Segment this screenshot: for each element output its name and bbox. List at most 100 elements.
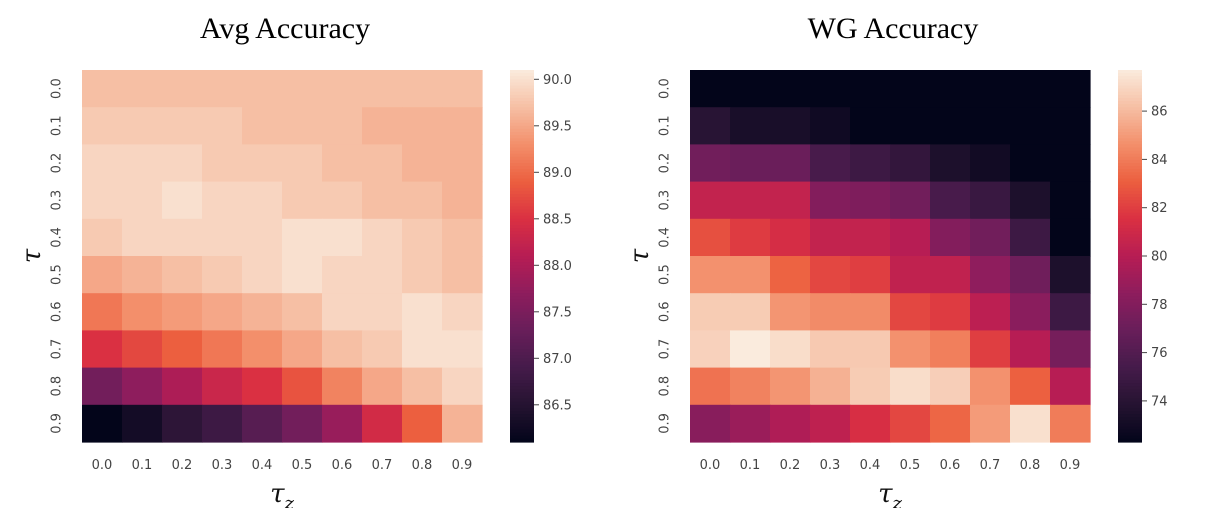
colorbar-segment bbox=[1118, 228, 1142, 232]
colorbar-segment bbox=[1118, 370, 1142, 375]
colorbar-segment bbox=[1118, 321, 1142, 325]
colorbar-segment bbox=[510, 104, 534, 108]
heatmap-cell bbox=[162, 70, 203, 108]
heatmap-cell bbox=[82, 70, 123, 108]
heatmap-cell bbox=[730, 107, 771, 145]
colorbar-segment bbox=[1118, 256, 1142, 260]
heatmap-cell bbox=[162, 144, 203, 183]
colorbar-segment bbox=[510, 82, 534, 87]
heatmap-cell bbox=[810, 70, 851, 108]
heatmap-cell bbox=[442, 293, 483, 331]
colorbar-segment bbox=[1118, 221, 1142, 226]
colorbar-segment bbox=[510, 101, 534, 105]
heatmap-cell bbox=[810, 256, 851, 294]
x-tick-label: 0.8 bbox=[412, 458, 433, 473]
heatmap-cell bbox=[770, 367, 811, 406]
colorbar-segment bbox=[1118, 349, 1142, 353]
heatmap-cell bbox=[82, 330, 123, 369]
colorbar-segment bbox=[510, 420, 534, 424]
heatmap-cell bbox=[122, 367, 163, 406]
colorbar-segment bbox=[1118, 367, 1142, 372]
colorbar-segment bbox=[510, 243, 534, 248]
colorbar-segment bbox=[1118, 206, 1142, 211]
heatmap-cell bbox=[402, 181, 443, 220]
colorbar-segment bbox=[510, 429, 534, 434]
colorbar-segment bbox=[510, 110, 534, 114]
heatmap-cell bbox=[970, 218, 1011, 257]
heatmap-cell bbox=[202, 218, 243, 257]
colorbar-segment bbox=[510, 76, 534, 80]
colorbar-segment bbox=[1118, 432, 1142, 437]
heatmap-cell bbox=[322, 144, 363, 183]
colorbar-tick-label: 86.5 bbox=[543, 398, 572, 413]
colorbar-segment bbox=[1118, 407, 1142, 412]
colorbar-segment bbox=[510, 311, 534, 316]
heatmap-cell bbox=[122, 330, 163, 369]
heatmap-cell bbox=[1010, 330, 1051, 369]
colorbar-segment bbox=[510, 128, 534, 133]
colorbar-segment bbox=[510, 113, 534, 118]
x-tick-label: 0.9 bbox=[1060, 458, 1081, 473]
colorbar-segment bbox=[1118, 184, 1142, 189]
colorbar-segment bbox=[1118, 144, 1142, 149]
heatmap-cell bbox=[122, 144, 163, 183]
heatmap-cell bbox=[362, 107, 403, 145]
heatmap-cell bbox=[1050, 70, 1091, 108]
heatmap-cell bbox=[322, 107, 363, 145]
x-tick-label: 0.1 bbox=[132, 458, 153, 473]
heatmap-cell bbox=[82, 404, 123, 443]
heatmap-cell bbox=[362, 367, 403, 406]
heatmap-cell bbox=[402, 256, 443, 294]
heatmap-cell bbox=[770, 218, 811, 257]
heatmap-cell bbox=[242, 70, 283, 108]
heatmap-cell bbox=[362, 256, 403, 294]
colorbar-segment bbox=[1118, 296, 1142, 300]
colorbar-segment bbox=[1118, 423, 1142, 428]
x-axis-label: τz bbox=[270, 479, 294, 508]
heatmap-cell bbox=[162, 256, 203, 294]
colorbar-segment bbox=[1118, 234, 1142, 238]
colorbar-segment bbox=[1118, 262, 1142, 266]
colorbar-segment bbox=[1118, 101, 1142, 105]
colorbar-segment bbox=[510, 314, 534, 319]
heatmap-cell bbox=[970, 107, 1011, 145]
heatmap-cell bbox=[242, 144, 283, 183]
colorbar-segment bbox=[510, 159, 534, 164]
colorbar-segment bbox=[510, 221, 534, 226]
colorbar-segment bbox=[1118, 79, 1142, 83]
colorbar-segment bbox=[1118, 194, 1142, 198]
colorbar-segment bbox=[1118, 280, 1142, 285]
colorbar-segment bbox=[1118, 380, 1142, 384]
heatmap-cell bbox=[442, 367, 483, 406]
colorbar-segment bbox=[510, 138, 534, 142]
colorbar-segment bbox=[1118, 302, 1142, 307]
colorbar-segment bbox=[1118, 420, 1142, 424]
heatmap-cell bbox=[850, 107, 891, 145]
heatmap-cell bbox=[1010, 218, 1051, 257]
colorbar-segment bbox=[1118, 345, 1142, 350]
y-tick-label: 0.6 bbox=[50, 301, 65, 322]
colorbar-segment bbox=[510, 178, 534, 183]
heatmap-cell bbox=[362, 144, 403, 183]
heatmap-cell bbox=[730, 367, 771, 406]
colorbar-segment bbox=[1118, 283, 1142, 288]
colorbar-segment bbox=[510, 426, 534, 431]
colorbar-segment bbox=[510, 200, 534, 204]
heatmap-cell bbox=[930, 330, 971, 369]
colorbar-segment bbox=[1118, 212, 1142, 217]
heatmap-cell bbox=[810, 107, 851, 145]
colorbar-segment bbox=[510, 386, 534, 390]
colorbar-tick-label: 76 bbox=[1151, 346, 1168, 361]
y-tick-label: 0.1 bbox=[658, 115, 673, 136]
heatmap-cell bbox=[162, 330, 203, 369]
colorbar-segment bbox=[510, 209, 534, 214]
colorbar-segment bbox=[1118, 200, 1142, 204]
colorbar-segment bbox=[510, 85, 534, 90]
heatmap-cell bbox=[1010, 256, 1051, 294]
heatmap-cell bbox=[162, 181, 203, 220]
colorbar-segment bbox=[1118, 104, 1142, 108]
colorbar-segment bbox=[510, 116, 534, 121]
colorbar-segment bbox=[510, 256, 534, 260]
colorbar-segment bbox=[1118, 308, 1142, 313]
heatmap-cell bbox=[362, 404, 403, 443]
